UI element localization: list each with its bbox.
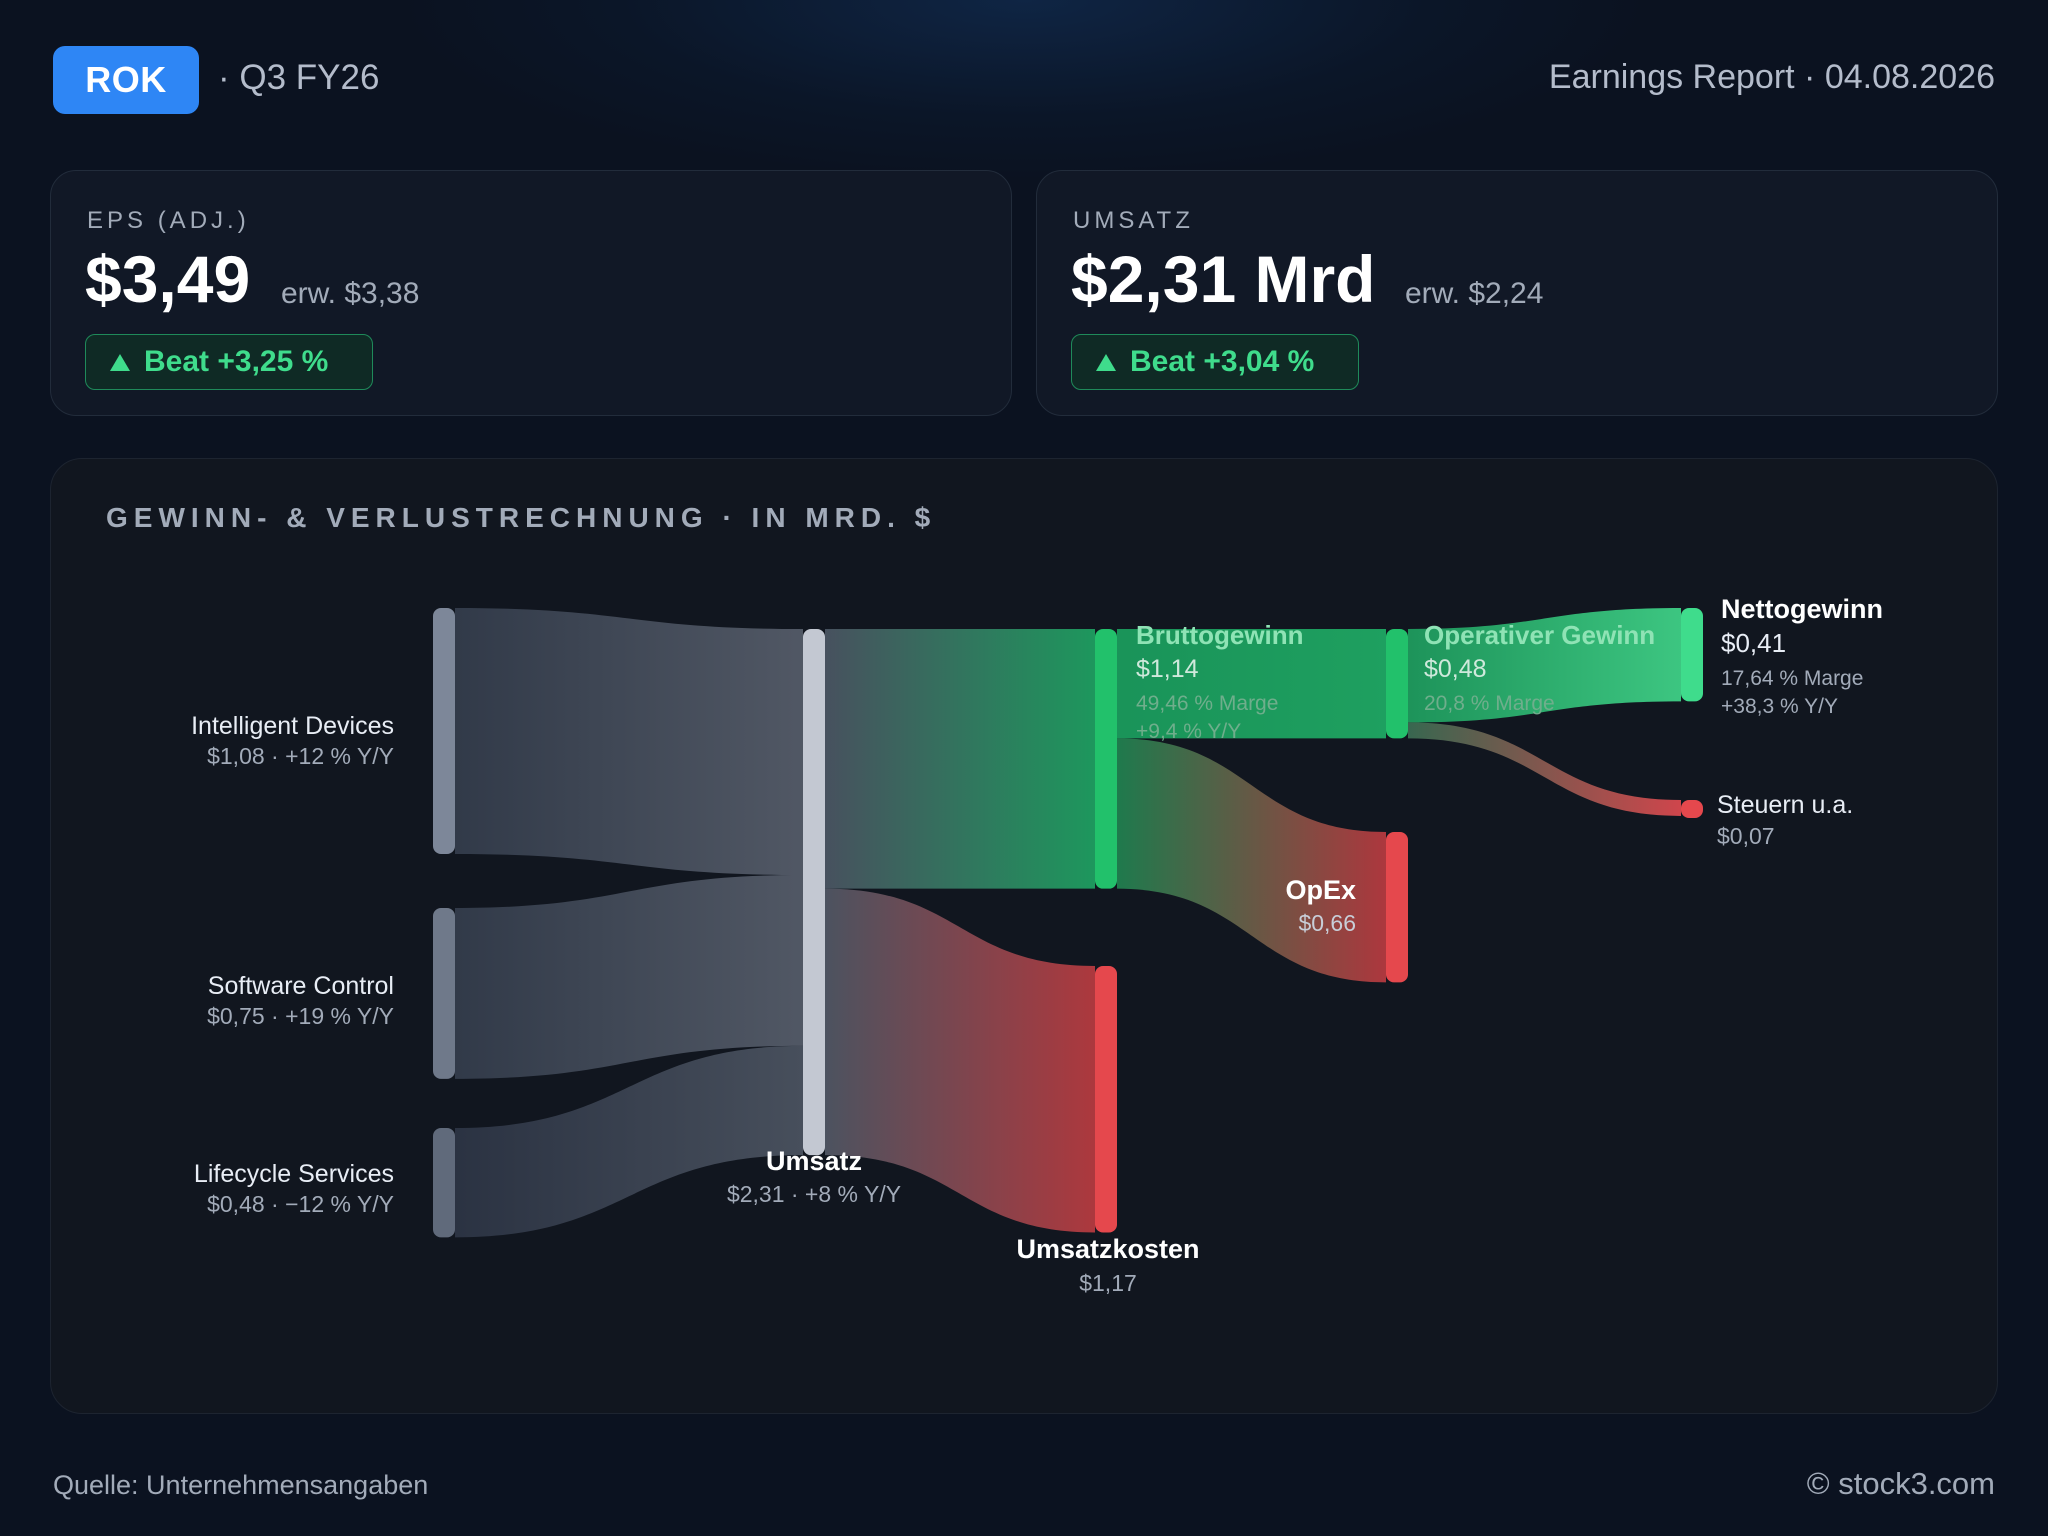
node-label-net: Nettogewinn	[1721, 594, 1883, 624]
source-note: Quelle: Unternehmensangaben	[53, 1470, 429, 1500]
eps-estimate: erw. $3,38	[281, 277, 420, 310]
node-label-cogs: Umsatzkosten	[1016, 1234, 1199, 1264]
node-value-tax: $0,07	[1717, 823, 1775, 849]
node-sub-op-0: 20,8 % Marge	[1424, 692, 1555, 715]
node-sc	[433, 908, 455, 1079]
eps-beat-badge: Beat +3,25 %	[85, 334, 373, 390]
node-value-gp: $1,14	[1136, 655, 1199, 683]
arrow-up-icon	[110, 353, 130, 371]
node-label-opex: OpEx	[1285, 875, 1356, 905]
quarter-label: · Q3 FY26	[218, 58, 380, 97]
link-rev-to-gp	[825, 629, 1095, 889]
link-sc-to-rev	[455, 875, 803, 1079]
revenue-estimate: erw. $2,24	[1405, 277, 1544, 310]
node-id	[433, 608, 455, 854]
chart-title: GEWINN- & VERLUSTRECHNUNG · IN MRD. $	[106, 502, 937, 533]
node-opex	[1386, 832, 1408, 983]
ticker-badge: ROK	[53, 46, 199, 114]
revenue-label: UMSATZ	[1073, 207, 1194, 234]
report-title: Earnings Report · 04.08.2026	[1548, 58, 1995, 96]
node-value-net: $0,41	[1721, 628, 1786, 658]
node-sub-gp-0: 49,46 % Marge	[1136, 692, 1278, 715]
revenue-beat-text: Beat +3,04 %	[1130, 345, 1315, 378]
node-sub-gp-1: +9,4 % Y/Y	[1136, 720, 1241, 743]
node-value-op: $0,48	[1424, 655, 1487, 683]
node-gp	[1095, 629, 1117, 889]
node-label-id: Intelligent Devices	[191, 712, 394, 740]
copyright: © stock3.com	[1806, 1466, 1995, 1501]
link-ls-to-rev	[455, 1045, 803, 1238]
node-value-id: $1,08 · +12 % Y/Y	[207, 743, 394, 769]
eps-value: $3,49	[85, 242, 251, 316]
node-label-tax: Steuern u.a.	[1717, 791, 1853, 819]
arrow-up-icon	[1096, 353, 1116, 371]
node-sub-net-0: 17,64 % Marge	[1721, 667, 1863, 690]
node-tax	[1681, 800, 1703, 818]
node-value-cogs: $1,17	[1079, 1270, 1137, 1296]
node-ls	[433, 1128, 455, 1238]
eps-beat-text: Beat +3,25 %	[144, 345, 329, 378]
node-value-ls: $0,48 · −12 % Y/Y	[207, 1191, 394, 1217]
link-gp-to-op	[1117, 629, 1386, 739]
revenue-value: $2,31 Mrd	[1071, 242, 1376, 316]
link-rev-to-cogs	[825, 888, 1095, 1233]
link-gp-to-opex	[1117, 738, 1386, 983]
node-label-rev: Umsatz	[766, 1146, 862, 1176]
node-label-op: Operativer Gewinn	[1424, 620, 1655, 650]
eps-card: EPS (ADJ.) $3,49 erw. $3,38 Beat +3,25 %	[50, 170, 1012, 416]
eps-label: EPS (ADJ.)	[87, 207, 250, 234]
link-id-to-rev	[455, 608, 803, 875]
revenue-beat-badge: Beat +3,04 %	[1071, 334, 1359, 390]
node-cogs	[1095, 966, 1117, 1233]
node-value-sc: $0,75 · +19 % Y/Y	[207, 1003, 394, 1029]
node-sub-net-1: +38,3 % Y/Y	[1721, 695, 1838, 718]
revenue-card: UMSATZ $2,31 Mrd erw. $2,24 Beat +3,04 %	[1036, 170, 1998, 416]
node-op	[1386, 629, 1408, 739]
node-value-rev: $2,31 · +8 % Y/Y	[727, 1181, 901, 1207]
node-label-ls: Lifecycle Services	[194, 1160, 394, 1188]
node-net	[1681, 608, 1703, 702]
node-label-sc: Software Control	[208, 972, 394, 1000]
node-value-opex: $0,66	[1298, 910, 1356, 936]
link-op-to-tax	[1408, 722, 1681, 816]
node-rev	[803, 629, 825, 1156]
link-op-to-net	[1408, 608, 1681, 723]
node-label-gp: Bruttogewinn	[1136, 620, 1304, 650]
